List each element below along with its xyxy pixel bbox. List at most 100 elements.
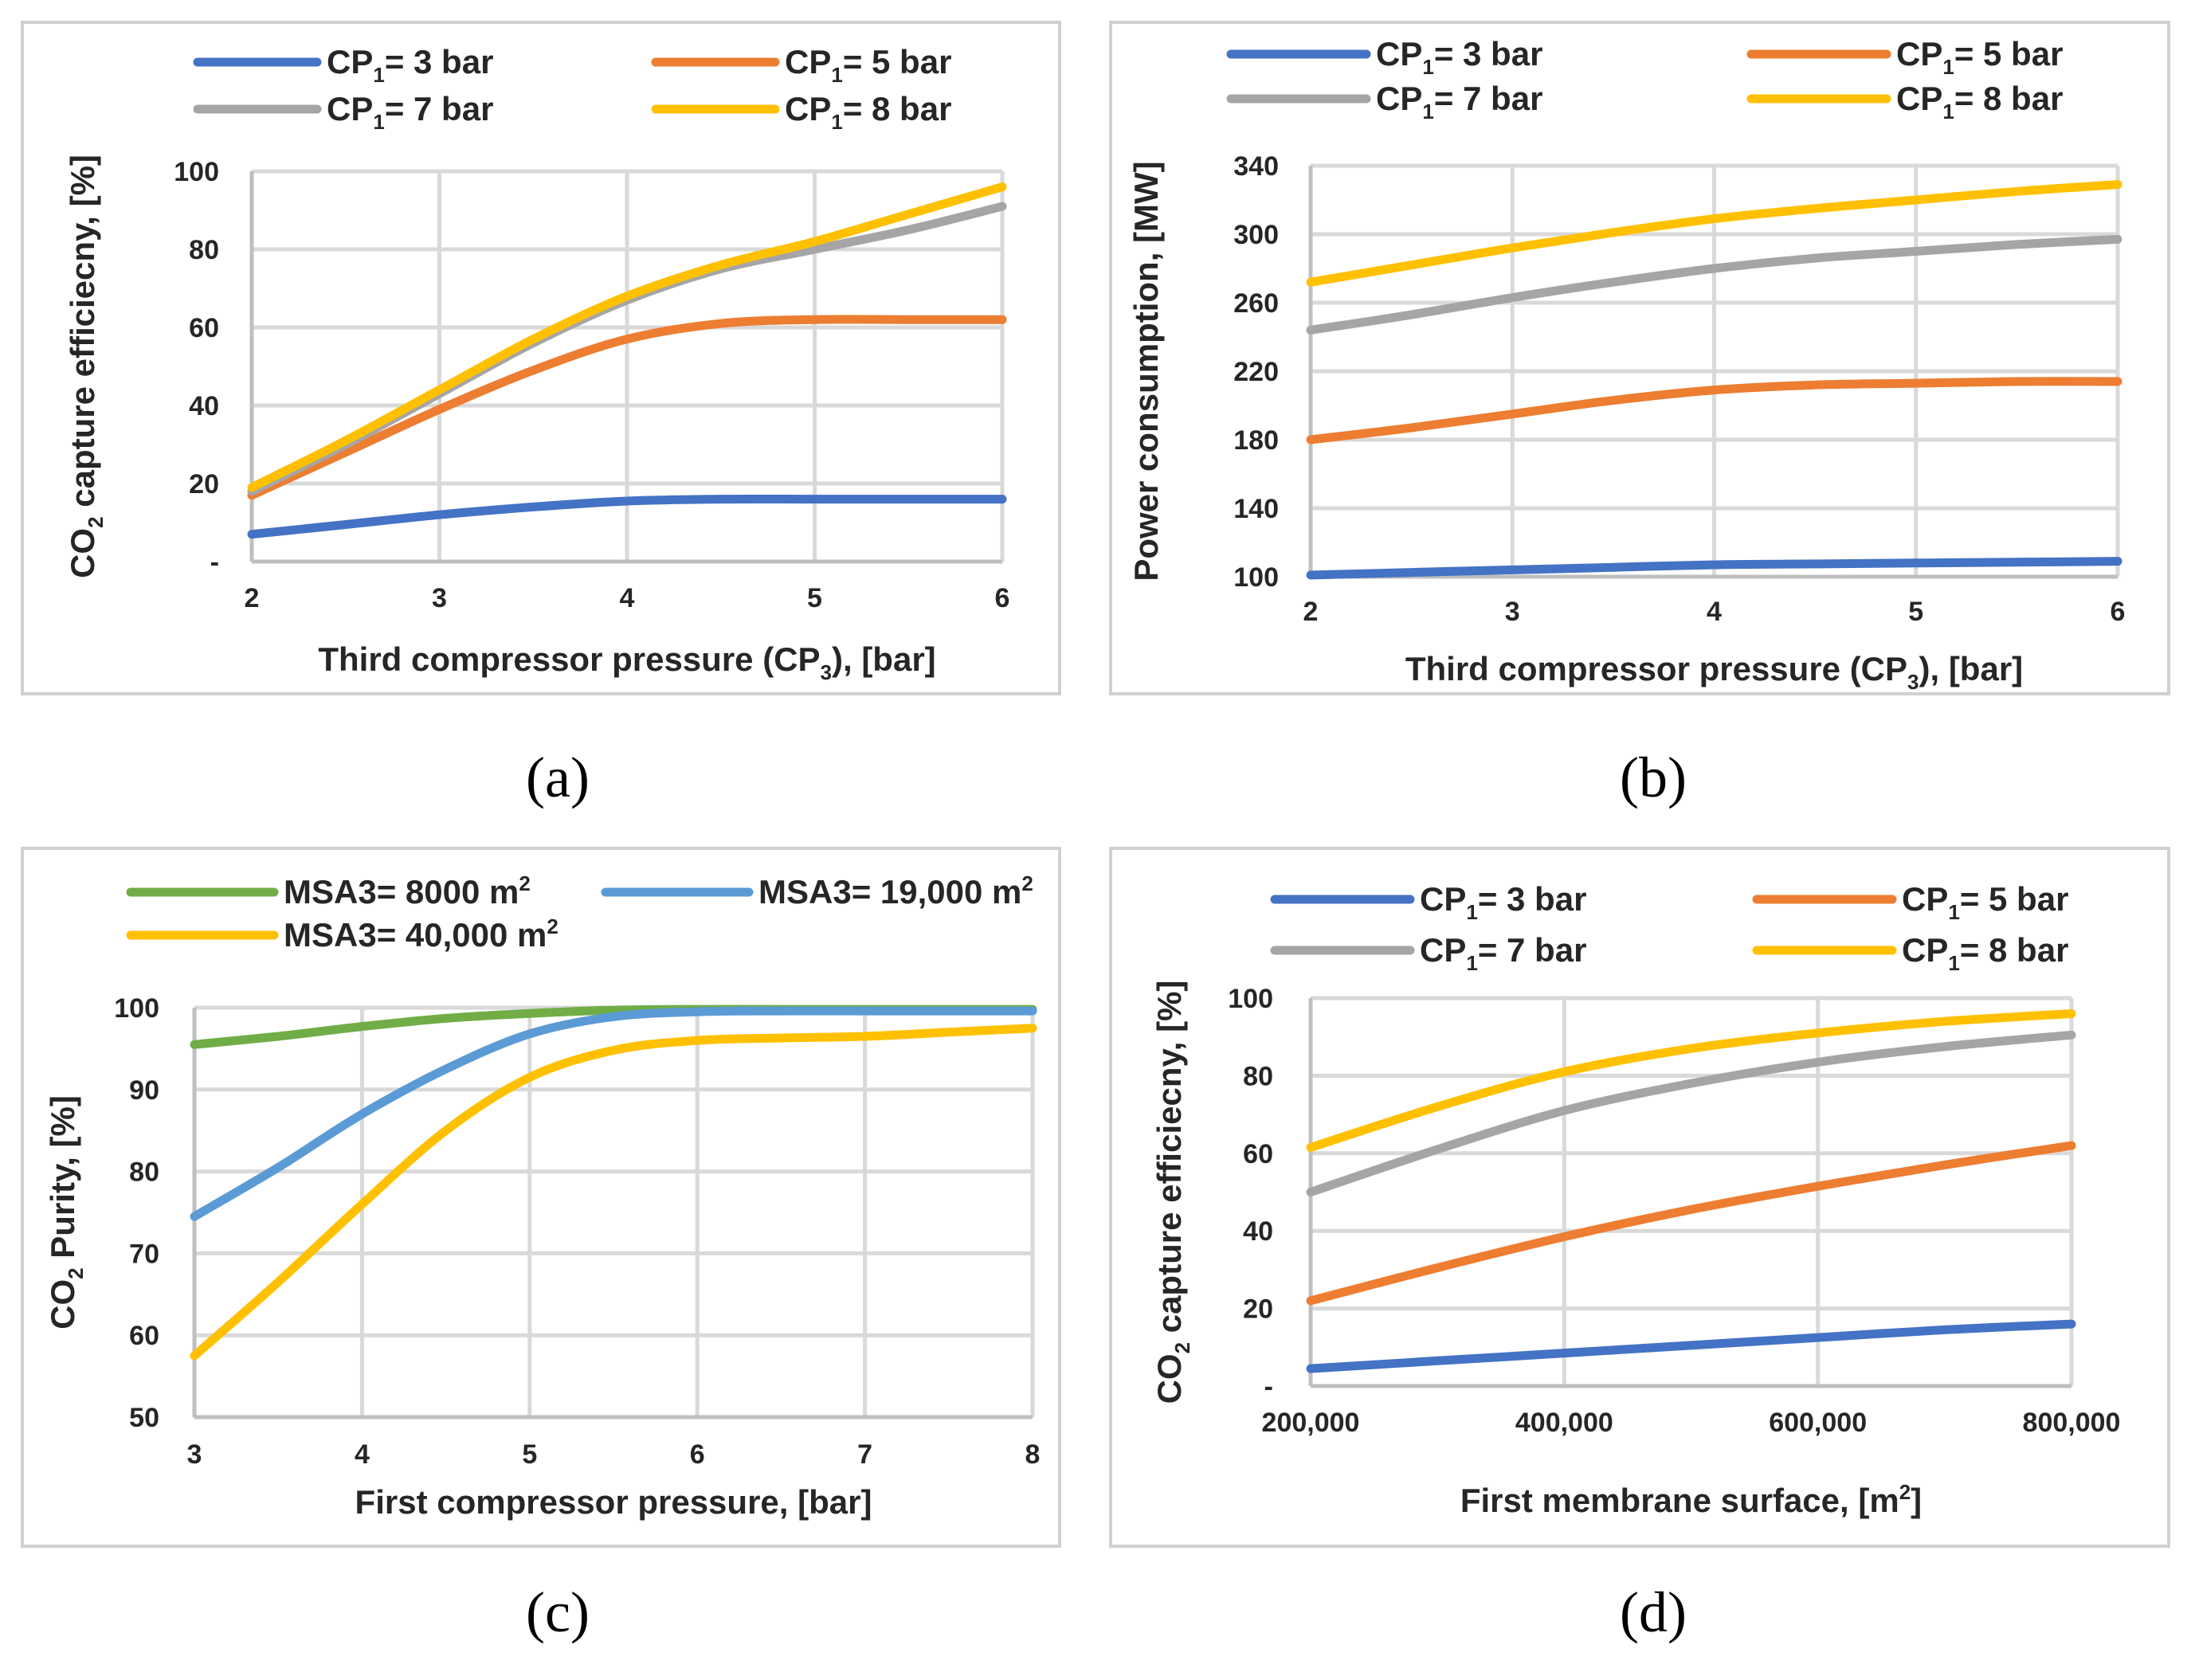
y-tick-label: 220: [1233, 357, 1279, 387]
series-line-2: [1306, 377, 2122, 444]
x-tick-label: 800,000: [2023, 1408, 2121, 1438]
series-line-2: [190, 1006, 1037, 1221]
x-tick-label: 8: [1025, 1439, 1041, 1470]
legend-item: CP1= 5 bar: [1752, 880, 2068, 924]
x-axis-label: Third compressor pressure (CP3), [bar]: [318, 640, 935, 684]
y-tick-label: 260: [1233, 288, 1279, 319]
panel-frame: [1109, 847, 2170, 1548]
gridlines: [1311, 996, 2074, 1386]
y-tick-label: 180: [1233, 425, 1279, 456]
x-tick-label: 4: [1707, 597, 1722, 627]
panel-b: 100 140 180 220 260 300 340 2 3 4 5 6 Third compress…: [1109, 21, 2170, 809]
y-tick-label: 60: [189, 313, 219, 343]
x-tick-label: 400,000: [1515, 1408, 1613, 1438]
legend-label: CP1= 3 bar: [1376, 35, 1542, 79]
series-line-1: [247, 494, 1007, 539]
y-axis-label: CO2 capture efficiecny, [%]: [64, 155, 108, 578]
legend-item: CP1= 5 bar: [1746, 35, 2063, 79]
legend-label: CP1= 8 bar: [785, 90, 951, 134]
legend-item: CP1= 5 bar: [651, 43, 951, 87]
series-line-4: [1306, 1009, 2076, 1152]
legend-label: MSA3= 8000 m2: [284, 871, 531, 910]
x-tick-label: 6: [995, 583, 1010, 613]
x-axis-label: First membrane surface, [m2]: [1460, 1480, 1922, 1519]
y-tick-label: 20: [1243, 1294, 1273, 1325]
legend-item: CP1= 3 bar: [193, 43, 493, 87]
legend-item: CP1= 7 bar: [1226, 80, 1542, 123]
legend-item: CP1= 3 bar: [1226, 35, 1542, 79]
x-tick-label: 4: [620, 583, 635, 613]
x-tick-label: 600,000: [1769, 1408, 1867, 1438]
y-tick-label: 140: [1233, 494, 1279, 524]
y-tick-label: 40: [189, 391, 219, 421]
x-tick-label: 2: [245, 583, 260, 613]
legend-label: CP1= 5 bar: [1896, 35, 2063, 79]
legend-item: CP1= 8 bar: [651, 90, 951, 134]
legend-label: CP1= 5 bar: [1902, 880, 2068, 924]
panel-d: - 20 40 60 80 100 200,000 400,000 600,000 800,000…: [1109, 847, 2170, 1644]
series-line-4: [247, 182, 1007, 492]
x-tick-label: 6: [690, 1439, 705, 1470]
x-tick-label: 200,000: [1262, 1408, 1360, 1438]
x-tick-label: 3: [187, 1439, 202, 1470]
x-tick-label: 7: [857, 1439, 872, 1470]
x-tick-label: 3: [432, 583, 447, 613]
series-line-2: [1306, 1141, 2076, 1306]
y-tick-label: 40: [1243, 1216, 1273, 1247]
y-tick-label: 100: [1233, 562, 1279, 593]
y-tick-label: 100: [174, 157, 219, 187]
legend-label: CP1= 3 bar: [1420, 880, 1586, 924]
legend-label: CP1= 7 bar: [1376, 80, 1542, 123]
legend-item: MSA3= 8000 m2: [126, 871, 531, 910]
y-tick-label: -: [210, 547, 219, 578]
x-tick-label: 4: [355, 1439, 370, 1470]
legend-label: CP1= 3 bar: [327, 43, 493, 87]
y-tick-label: 300: [1233, 220, 1279, 250]
panel-caption: (b): [1620, 746, 1687, 809]
legend-label: CP1= 7 bar: [327, 90, 493, 134]
x-axis-label: Third compressor pressure (CP3), [bar]: [1405, 650, 2023, 694]
legend-item: CP1= 7 bar: [193, 90, 493, 134]
x-tick-label: 2: [1303, 597, 1319, 627]
y-axis-label: CO2 capture efficiecny, [%]: [1150, 981, 1194, 1404]
y-tick-label: 70: [129, 1239, 159, 1269]
x-tick-label: 5: [1908, 597, 1923, 627]
panel-c: 50 60 70 80 90 100 3 4 5 6 7 8 First compressor pres…: [21, 847, 1061, 1644]
series-line-3: [1306, 1030, 2076, 1196]
y-tick-label: 50: [129, 1403, 159, 1433]
legend-label: CP1= 8 bar: [1902, 931, 2068, 975]
legend-label: MSA3= 40,000 m2: [284, 914, 559, 954]
x-tick-label: 6: [2111, 597, 2126, 627]
panel-caption: (c): [526, 1580, 590, 1644]
legend-item: CP1= 3 bar: [1270, 880, 1586, 924]
y-tick-label: 60: [129, 1321, 159, 1351]
series-line-1: [1306, 557, 2122, 580]
gridlines: [1311, 163, 2120, 577]
legend-label: CP1= 5 bar: [785, 43, 951, 87]
panel-frame: [1109, 21, 2170, 695]
series-line-3: [1306, 234, 2122, 335]
y-axis-label: Power consumption, [MW]: [1127, 161, 1165, 581]
y-tick-label: -: [1264, 1372, 1273, 1402]
panel-a: - 20 40 60 80 100 2 3 4 5 6 Third compressor pressu…: [21, 21, 1061, 809]
legend-item: CP1= 7 bar: [1270, 931, 1586, 975]
legend-item: CP1= 8 bar: [1752, 931, 2068, 975]
series-line-4: [1306, 180, 2122, 287]
y-tick-label: 80: [1243, 1061, 1273, 1091]
y-tick-label: 80: [189, 235, 219, 265]
legend-item: CP1= 8 bar: [1746, 80, 2063, 123]
legend-label: CP1= 8 bar: [1896, 80, 2063, 123]
y-tick-label: 100: [1228, 984, 1273, 1014]
y-axis-label: CO2 Purity, [%]: [44, 1095, 88, 1330]
y-tick-label: 20: [189, 469, 219, 499]
series-line-3: [190, 1024, 1037, 1361]
x-tick-label: 3: [1505, 597, 1520, 627]
legend-item: MSA3= 19,000 m2: [601, 871, 1033, 910]
panel-frame: [21, 21, 1061, 695]
y-tick-label: 60: [1243, 1139, 1273, 1169]
x-tick-label: 5: [807, 583, 822, 613]
y-tick-label: 340: [1233, 151, 1279, 182]
legend-item: MSA3= 40,000 m2: [126, 914, 559, 954]
series-line-2: [247, 315, 1007, 500]
